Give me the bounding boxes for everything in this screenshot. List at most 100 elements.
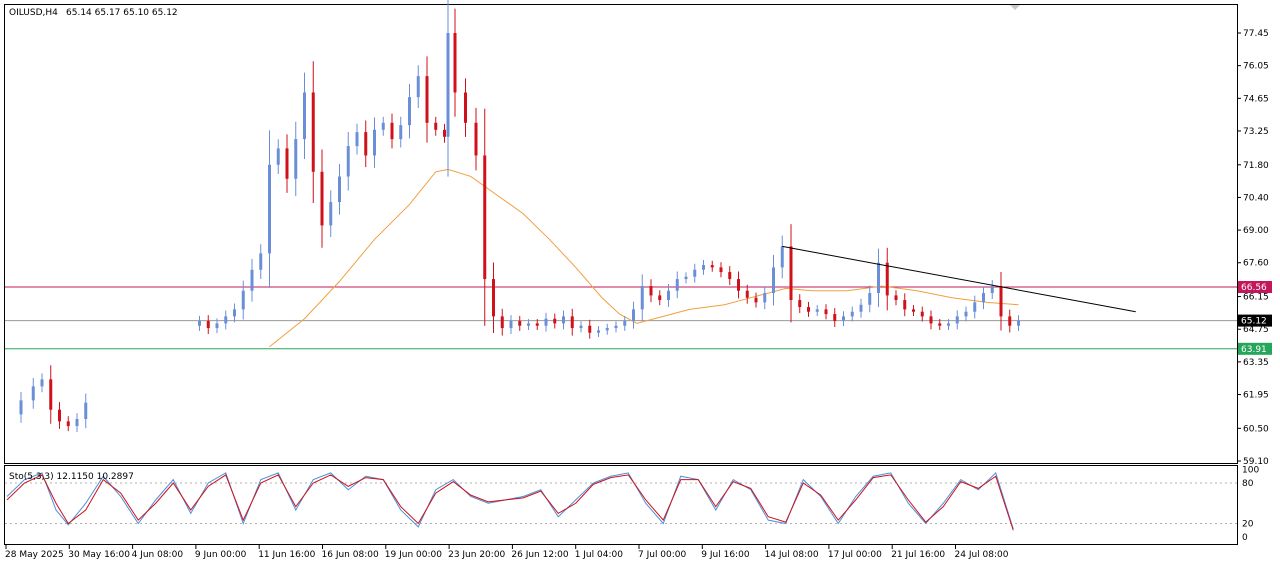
candle-body — [842, 316, 845, 322]
candle-body — [364, 132, 368, 156]
resistance-price-badge — [1238, 281, 1272, 294]
candle-body — [579, 325, 583, 329]
candle-body — [198, 321, 201, 326]
time-tick-label: 7 Jul 00:00 — [638, 550, 687, 560]
candle-body — [553, 318, 557, 324]
candle-body — [75, 419, 79, 427]
price-tick-label: 63.35 — [1243, 358, 1269, 368]
time-tick-label: 23 Jun 20:00 — [448, 550, 505, 560]
candle-body — [570, 316, 574, 329]
stochastic-frame — [4, 465, 1238, 545]
ma-line — [269, 168, 1019, 348]
candle-body — [728, 272, 732, 280]
candle-body — [294, 139, 298, 179]
stochastic-label: Sto(5,3,3) 12.1150 10.2897 — [9, 472, 134, 482]
candle-body — [824, 309, 828, 315]
candle-body — [675, 279, 679, 291]
horizontal-levels[interactable] — [5, 286, 1237, 350]
candle-body — [215, 323, 219, 329]
candle-body — [66, 421, 70, 427]
candle-body — [1017, 320, 1020, 326]
candle-body — [40, 379, 44, 387]
candle-body — [84, 402, 88, 420]
price-tick-label: 64.75 — [1243, 325, 1269, 335]
candle-body — [443, 129, 446, 137]
candle-body — [702, 265, 705, 270]
candle-body — [955, 316, 959, 324]
candle-body — [408, 97, 411, 126]
candle-body — [250, 269, 254, 291]
candle-body — [920, 311, 924, 317]
candle-body — [947, 323, 950, 326]
time-tick-label: 9 Jun 00:00 — [195, 550, 247, 560]
candle-body — [710, 265, 714, 268]
candle-body — [623, 321, 627, 326]
candle-body — [483, 155, 487, 280]
price-badges: 66.56 65.12 63.91 — [1238, 281, 1272, 355]
time-tick-label: 16 Jun 08:00 — [322, 550, 379, 560]
price-tick-label: 77.45 — [1243, 29, 1269, 39]
candle-body — [982, 293, 985, 303]
price-tick-label: 69.00 — [1243, 226, 1269, 236]
candle-body — [268, 164, 271, 254]
candle-body — [833, 314, 837, 322]
candle-body — [999, 286, 1003, 317]
time-tick-label: 24 Jul 08:00 — [955, 550, 1009, 560]
candle-body — [303, 92, 306, 140]
candle-body — [1008, 316, 1012, 326]
price-axis: 77.45 76.05 74.65 73.25 71.80 70.40 69.00 67.60… — [1237, 29, 1269, 467]
ohlc-readout: 65.14 65.17 65.10 65.12 — [66, 8, 178, 18]
candle-body — [684, 276, 688, 280]
candle-body — [381, 122, 385, 130]
price-tick-label: 67.60 — [1243, 259, 1269, 269]
candle-body — [259, 253, 263, 270]
candle-body — [19, 400, 23, 415]
candle-body — [474, 122, 478, 156]
candle-body — [763, 293, 767, 303]
candle-body — [58, 409, 61, 422]
candle-body — [859, 304, 863, 312]
candle-body — [632, 309, 635, 322]
candle-body — [518, 321, 522, 326]
time-tick-label: 1 Jul 04:00 — [575, 550, 624, 560]
candle-body — [562, 316, 565, 324]
candle-body — [868, 293, 872, 305]
candle-body — [693, 269, 697, 277]
moving-average — [269, 168, 1019, 348]
price-tick-label: 70.40 — [1243, 193, 1269, 203]
candle-body — [640, 286, 644, 310]
candle-body — [206, 321, 210, 329]
candle-body — [789, 246, 793, 301]
candle-body — [754, 297, 758, 303]
resistance-price-label: 66.56 — [1241, 283, 1267, 293]
time-tick-label: 14 Jul 08:00 — [765, 550, 819, 560]
candle-body — [285, 148, 289, 179]
main-chart-frame — [4, 4, 1238, 464]
trendline-group[interactable] — [782, 245, 1136, 313]
candle-body — [416, 76, 420, 98]
stochastic-lines — [6, 471, 1014, 531]
candle-body — [535, 323, 539, 326]
candle-body — [990, 286, 994, 294]
price-tick-label: 73.25 — [1243, 127, 1269, 137]
time-tick-label: 11 Jun 16:00 — [258, 550, 315, 560]
time-tick-label: 9 Jul 16:00 — [701, 550, 750, 560]
time-tick-label: 4 Jun 08:00 — [132, 550, 184, 560]
candle-body — [544, 318, 548, 326]
candle-body — [772, 267, 775, 294]
candle-body — [464, 92, 467, 123]
candle-body — [667, 290, 670, 301]
candle-body — [338, 176, 341, 203]
candle-body — [973, 302, 977, 312]
candle-body — [605, 328, 609, 331]
chart-shift-marker[interactable] — [1010, 5, 1020, 10]
candle-body — [346, 146, 350, 177]
time-tick-label: 26 Jun 12:00 — [511, 550, 568, 560]
time-axis: 28 May 2025 30 May 16:00 4 Jun 08:00 9 Jun … — [5, 545, 1009, 560]
candle-body — [399, 125, 403, 140]
trendline[interactable] — [782, 245, 1136, 313]
price-tick-label: 71.80 — [1243, 161, 1269, 171]
candle-body — [850, 311, 854, 317]
time-tick-label: 28 May 2025 — [5, 550, 64, 560]
